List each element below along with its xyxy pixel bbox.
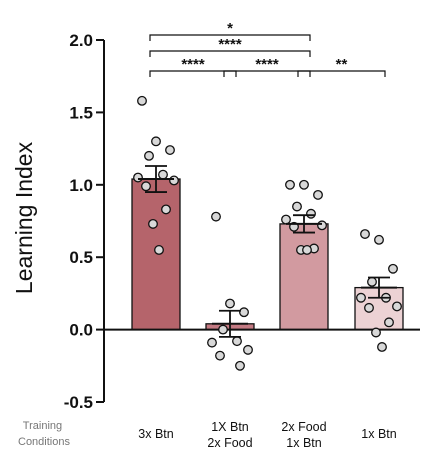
data-point <box>212 212 221 221</box>
category-label-line: 1x Btn <box>361 427 396 441</box>
data-point <box>385 318 394 327</box>
category-label-line: 3x Btn <box>138 427 173 441</box>
y-tick-label: 2.0 <box>69 31 93 50</box>
significance-label: ** <box>336 56 348 73</box>
category-label: 1x Btn <box>361 427 396 441</box>
data-point <box>138 97 147 106</box>
data-point <box>314 191 323 200</box>
data-point <box>134 173 143 182</box>
significance-label: **** <box>181 56 205 73</box>
data-point <box>307 209 316 218</box>
category-label: 3x Btn <box>138 427 173 441</box>
significance-label: **** <box>218 36 242 53</box>
data-point <box>155 246 164 255</box>
category-label-line: 1x Btn <box>286 436 321 450</box>
data-point <box>149 220 158 229</box>
y-axis-label: Learning Index <box>11 141 37 294</box>
bars-layer <box>132 179 403 330</box>
data-point <box>282 215 291 224</box>
category-label-line: 2x Food <box>207 436 252 450</box>
data-point <box>293 202 302 211</box>
category-label-line: 1X Btn <box>211 420 249 434</box>
category-label: 2x Food 1x Btn <box>281 420 326 450</box>
data-point <box>393 302 402 311</box>
data-point <box>216 351 225 360</box>
y-tick-label: 1.0 <box>69 176 93 195</box>
data-point <box>365 304 374 313</box>
data-point <box>372 328 381 337</box>
data-point <box>389 264 398 273</box>
axis-layer: 2.01.51.00.50.0-0.53x Btn 1X Btn 2x Food2x… <box>64 31 420 450</box>
data-point <box>236 362 245 371</box>
category-label-line: 2x Food <box>281 420 326 434</box>
data-point <box>159 170 168 179</box>
data-point <box>233 337 242 346</box>
data-point <box>303 246 312 255</box>
training-conditions-line: Training <box>23 420 62 432</box>
significance-label: * <box>227 20 233 37</box>
bar <box>132 179 180 330</box>
data-point <box>145 152 154 161</box>
data-point <box>142 182 151 191</box>
training-conditions-label: Training Conditions <box>18 420 70 448</box>
data-point <box>286 181 295 190</box>
data-point <box>357 293 366 302</box>
data-point <box>152 137 161 146</box>
data-point <box>375 236 384 245</box>
y-tick-label: 0.0 <box>69 321 93 340</box>
significance-layer: ********* **** ** <box>150 20 385 77</box>
bar <box>280 224 328 330</box>
data-point <box>162 205 171 214</box>
data-point <box>208 338 217 347</box>
category-label: 1X Btn 2x Food <box>207 420 252 450</box>
training-conditions-line: Conditions <box>18 436 70 448</box>
data-point <box>368 278 377 287</box>
y-tick-label: 1.5 <box>69 103 93 122</box>
data-point <box>244 346 253 355</box>
data-point <box>361 230 370 239</box>
data-point <box>219 325 228 334</box>
y-tick-label: -0.5 <box>64 393 93 412</box>
data-point <box>166 146 175 155</box>
data-point <box>226 299 235 308</box>
data-point <box>318 221 327 230</box>
data-point <box>170 176 179 185</box>
data-point <box>240 308 249 317</box>
significance-label: **** <box>255 56 279 73</box>
data-point <box>378 343 387 352</box>
data-point <box>300 181 309 190</box>
y-tick-label: 0.5 <box>69 248 93 267</box>
